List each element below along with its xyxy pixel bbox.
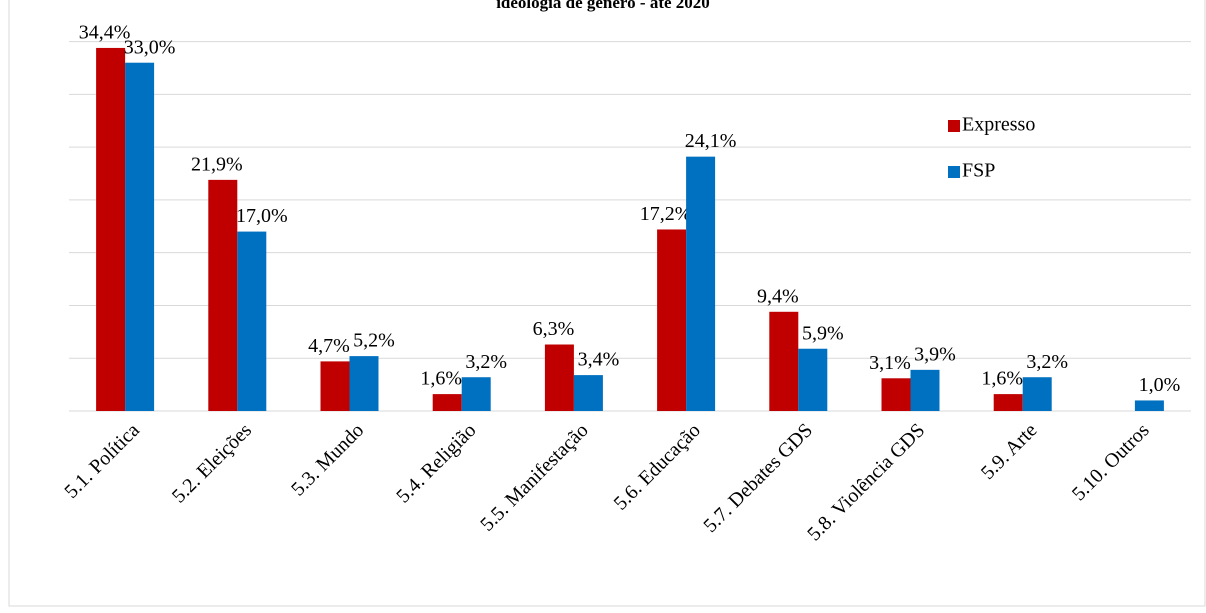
bar: [1022, 377, 1052, 411]
bar: [461, 377, 491, 411]
chart-title: ideologia de gênero - até 2020: [496, 0, 710, 12]
bar: [657, 229, 687, 411]
x-tick-label: 5.9. Arte: [977, 419, 1042, 484]
data-label: 1,6%: [420, 368, 462, 390]
bar: [125, 62, 155, 412]
data-label: 3,1%: [869, 352, 911, 374]
bar: [544, 344, 574, 411]
chart-frame: [8, 0, 1206, 607]
data-label: 1,0%: [1139, 374, 1181, 396]
x-tick-label: 5.1. Política: [60, 419, 144, 503]
x-tick-label: 5.6. Educação: [610, 419, 705, 514]
bar: [573, 375, 603, 411]
data-label: 17,2%: [640, 203, 692, 225]
x-tick-label: 5.10. Outros: [1068, 419, 1154, 505]
legend-label: FSP: [962, 160, 995, 182]
data-label: 33,0%: [124, 36, 176, 58]
x-tick-label: 5.7. Debates GDS: [699, 419, 817, 537]
data-label: 1,6%: [981, 368, 1023, 390]
x-tick-label: 5.4. Religião: [392, 419, 480, 507]
x-tick-label: 5.2. Eleições: [168, 419, 256, 507]
data-label: 5,2%: [353, 330, 395, 352]
data-label: 24,1%: [685, 130, 737, 152]
bar: [320, 361, 350, 411]
bar: [798, 348, 828, 411]
data-label: 17,0%: [236, 205, 288, 227]
bar: [237, 231, 267, 411]
bar: [686, 156, 716, 411]
data-label: 34,4%: [79, 22, 131, 44]
bar: [769, 311, 799, 411]
data-label: 4,7%: [308, 335, 350, 357]
data-label: 3,2%: [465, 351, 507, 373]
bar: [349, 356, 379, 411]
data-label: 3,2%: [1026, 351, 1068, 373]
data-label: 9,4%: [757, 285, 799, 307]
legend-swatch: [948, 166, 960, 178]
bar: [208, 179, 238, 411]
x-tick-label: 5.5. Manifestação: [476, 419, 592, 535]
bar: [993, 394, 1023, 411]
bar: [432, 394, 462, 411]
data-label: 3,9%: [914, 343, 956, 365]
legend-swatch: [948, 120, 960, 132]
x-tick-label: 5.8. Violência GDS: [803, 419, 929, 545]
data-label: 5,9%: [802, 322, 844, 344]
legend-label: Expresso: [962, 114, 1035, 136]
bar: [96, 47, 126, 412]
bar: [910, 369, 940, 411]
data-label: 3,4%: [578, 349, 620, 371]
bar: [881, 378, 911, 411]
data-label: 21,9%: [191, 153, 243, 175]
data-label: 6,3%: [533, 318, 575, 340]
x-tick-label: 5.3. Mundo: [287, 419, 368, 500]
bar: [1134, 400, 1164, 411]
